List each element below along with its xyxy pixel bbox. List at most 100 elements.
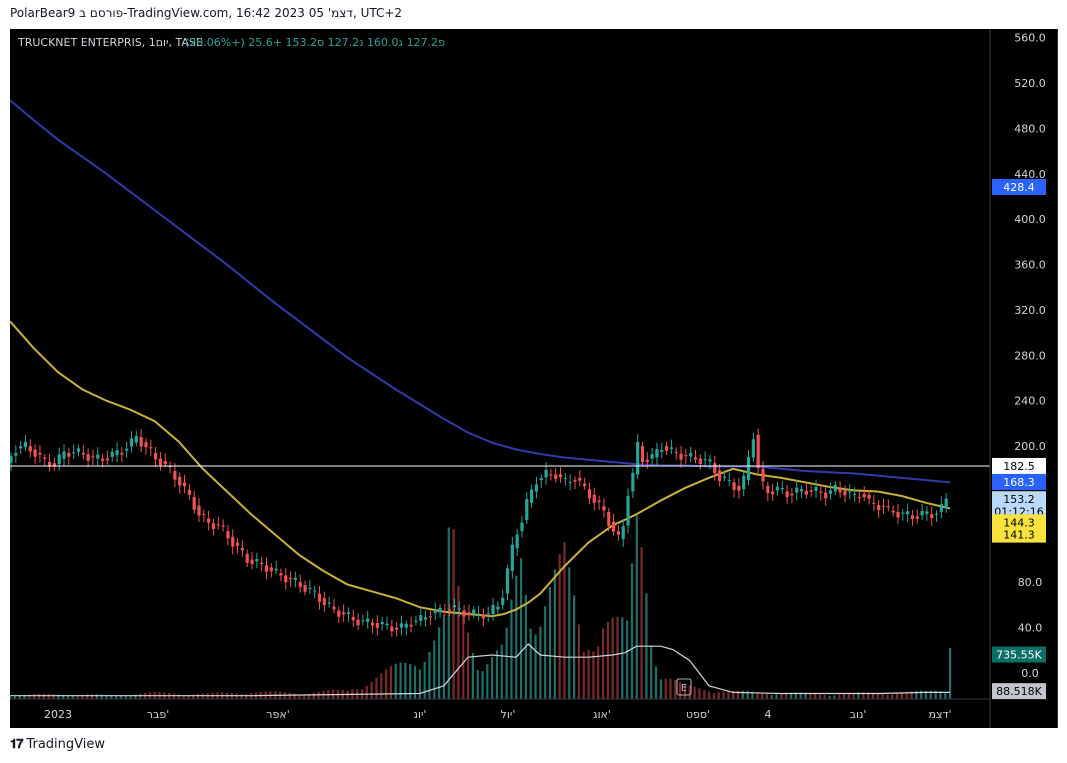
candle-body (28, 446, 32, 452)
candle-body (896, 511, 900, 518)
volume-bar (428, 651, 431, 699)
candle-body (158, 458, 163, 466)
volume-bar (765, 693, 769, 699)
price-label-text: 153.2 (1003, 493, 1035, 506)
candle-body (833, 484, 837, 492)
price-label: 182.5 (992, 457, 1046, 474)
candle-body (38, 452, 42, 455)
volume-bar (471, 652, 474, 699)
volume-bar (23, 694, 26, 699)
volume-bar (442, 615, 446, 699)
price-label-text: 88.518K (996, 685, 1042, 698)
price-label-box (992, 457, 1046, 474)
volume-bar (876, 693, 879, 699)
ma-long-line (9, 99, 951, 484)
volume-bar (606, 621, 609, 699)
y-tick-label: 520.0 (1014, 77, 1046, 90)
candle-body (674, 451, 678, 453)
volume-bar (124, 695, 127, 699)
candle-body (486, 613, 490, 615)
price-label: 428.4 (992, 178, 1046, 195)
candle-body (211, 523, 216, 529)
volume-bar (90, 694, 94, 699)
footer: 𝟏𝟕 TradingView (10, 737, 105, 752)
volume-bar (476, 669, 479, 699)
price-label: 735.55K (992, 646, 1046, 663)
candle-body (775, 486, 780, 491)
candle-body (235, 542, 240, 546)
volume-bar (510, 599, 513, 699)
candle-body (269, 567, 273, 572)
candle-body (809, 490, 813, 492)
candle-body (713, 463, 717, 474)
candle-body (862, 493, 866, 498)
volume-bar (375, 677, 378, 699)
candle-body (708, 459, 712, 462)
price-labels-layer: 428.4182.5168.3153.201:12:16144.3141.373… (992, 178, 1046, 700)
candle-body (877, 505, 881, 511)
price-label: 168.3 (992, 474, 1046, 491)
candle-body (351, 616, 355, 621)
volume-bar (756, 692, 759, 699)
chart-frame[interactable]: E 560.0 520.0 480.0 440.0 400.0 360.0 320.0 280… (9, 29, 1058, 728)
tradingview-logo-icon: 𝟏𝟕 (10, 737, 24, 752)
candle-body (761, 468, 765, 482)
price-label-box (992, 514, 1046, 531)
candle-body (52, 463, 56, 467)
candle-body (530, 489, 534, 503)
candle-body (428, 616, 432, 618)
volume-bar (9, 696, 12, 699)
volume-bar (466, 632, 470, 699)
candle-body (361, 620, 365, 622)
candle-body (255, 559, 259, 562)
volume-ma-line (10, 643, 950, 697)
volume-bar (842, 693, 846, 699)
candle-body (785, 491, 789, 498)
x-tick-label: נוב' (850, 708, 867, 721)
candle-body (47, 461, 52, 467)
volume-bar (804, 692, 807, 699)
volume-bar (640, 547, 643, 699)
volume-bar (515, 575, 518, 699)
volume-bar (568, 567, 571, 699)
volume-bar (172, 693, 176, 699)
candle-body (621, 526, 625, 540)
candle-body (573, 480, 577, 482)
earnings-marker: E (676, 678, 692, 696)
candle-body (771, 491, 775, 495)
symbol-legend: TRUCKNET ENTERPRIS, 1יום, TASE (17, 36, 203, 49)
candle-body (684, 455, 688, 457)
volume-bar (95, 694, 98, 699)
volume-bar (385, 669, 388, 699)
volume-bar (548, 587, 552, 699)
volume-bar (28, 694, 31, 699)
candle-body (722, 476, 727, 478)
price-label-box (992, 474, 1046, 491)
candle-body (886, 506, 890, 508)
candle-body (250, 559, 254, 565)
price-label-box (992, 683, 1046, 700)
candle-body (592, 494, 596, 503)
volume-bar (365, 685, 368, 699)
volume-bar (119, 695, 123, 699)
volume-bar (394, 663, 397, 699)
candle-body (192, 497, 196, 510)
ohlc-legend: פ127.2 ג160.0 נ127.2 ס153.2 +25.6 (+20.0… (185, 36, 445, 49)
price-label-box (992, 178, 1046, 195)
candle-body (597, 500, 601, 503)
volume-bar (814, 693, 817, 699)
candle-body (337, 610, 341, 617)
ma-short-line (9, 320, 951, 618)
candle-body (602, 506, 606, 511)
candle-body (645, 459, 649, 463)
candle-body (505, 568, 510, 594)
candle-body (664, 446, 669, 451)
volume-bar (76, 695, 79, 699)
volume-bar (862, 692, 865, 699)
chart-svg[interactable]: E 560.0520.0480.0440.0400.0360.0320.0280… (9, 29, 1057, 728)
candle-body (366, 618, 370, 622)
candle-body (414, 620, 418, 622)
volume-bar (910, 691, 913, 699)
candle-body (501, 597, 505, 605)
volume-bar (611, 617, 614, 699)
